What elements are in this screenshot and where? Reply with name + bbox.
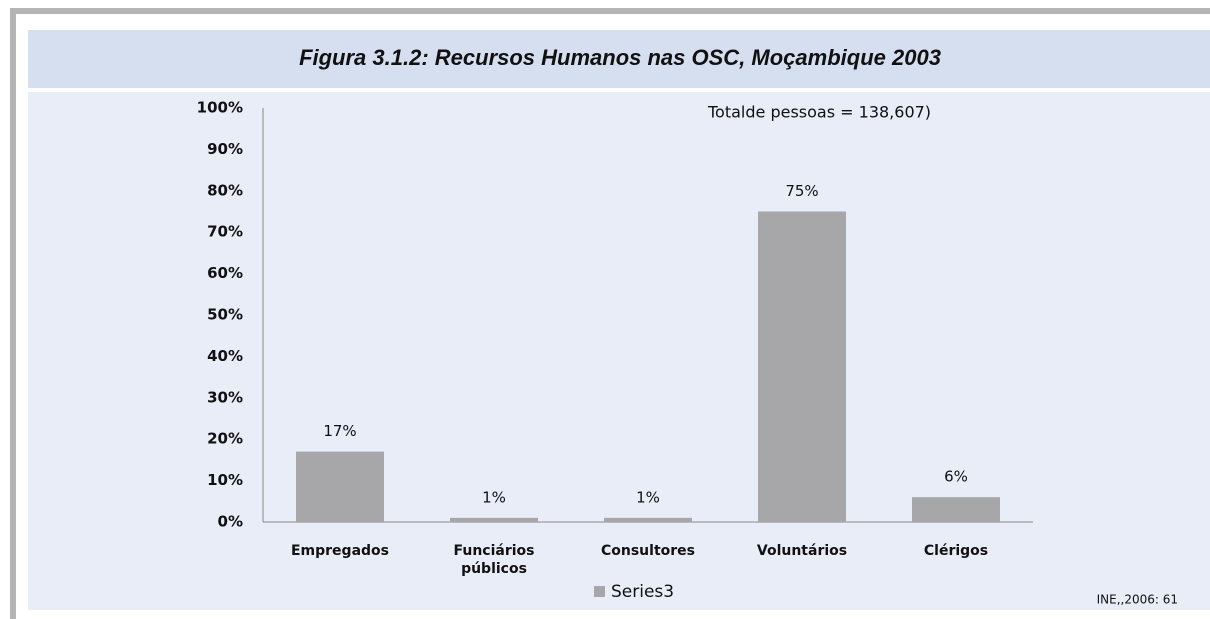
x-tick-label: Consultores <box>600 543 695 559</box>
legend-swatch <box>594 586 605 597</box>
bar <box>758 211 846 522</box>
y-tick-label: 30% <box>207 388 243 406</box>
y-tick-label: 40% <box>207 347 243 365</box>
bar <box>296 451 384 522</box>
y-tick-label: 70% <box>207 223 243 241</box>
data-label: 1% <box>636 488 660 506</box>
y-tick-label: 60% <box>207 264 243 282</box>
bar <box>450 517 538 522</box>
annotation: Totalde pessoas = 138,607) <box>707 103 931 122</box>
frame-top <box>10 8 1210 14</box>
y-tick-label: 0% <box>218 513 243 531</box>
chart-title: Figura 3.1.2: Recursos Humanos nas OSC, … <box>299 45 941 70</box>
y-tick-label: 80% <box>207 181 243 199</box>
data-label: 1% <box>482 488 506 506</box>
frame-left <box>10 8 16 619</box>
x-tick-label: Clérigos <box>923 543 989 559</box>
title-band <box>28 30 1210 88</box>
x-tick-label: Funciários públicos <box>453 543 535 577</box>
y-tick-label: 20% <box>207 430 243 448</box>
y-tick-label: 10% <box>207 471 243 489</box>
data-label: 75% <box>785 182 818 200</box>
x-tick-label: Empregados <box>290 543 389 559</box>
y-tick-label: 90% <box>207 140 243 158</box>
bar <box>604 517 692 522</box>
data-label: 6% <box>944 468 968 486</box>
y-tick-label: 100% <box>197 99 243 117</box>
x-tick-label: Voluntários <box>756 543 848 559</box>
y-tick-label: 50% <box>207 306 243 324</box>
legend-label: Series3 <box>611 582 674 602</box>
bar <box>912 497 1000 522</box>
data-label: 17% <box>323 422 356 440</box>
plot-background <box>28 92 1210 610</box>
source: INE,,2006: 61 <box>1097 593 1178 607</box>
